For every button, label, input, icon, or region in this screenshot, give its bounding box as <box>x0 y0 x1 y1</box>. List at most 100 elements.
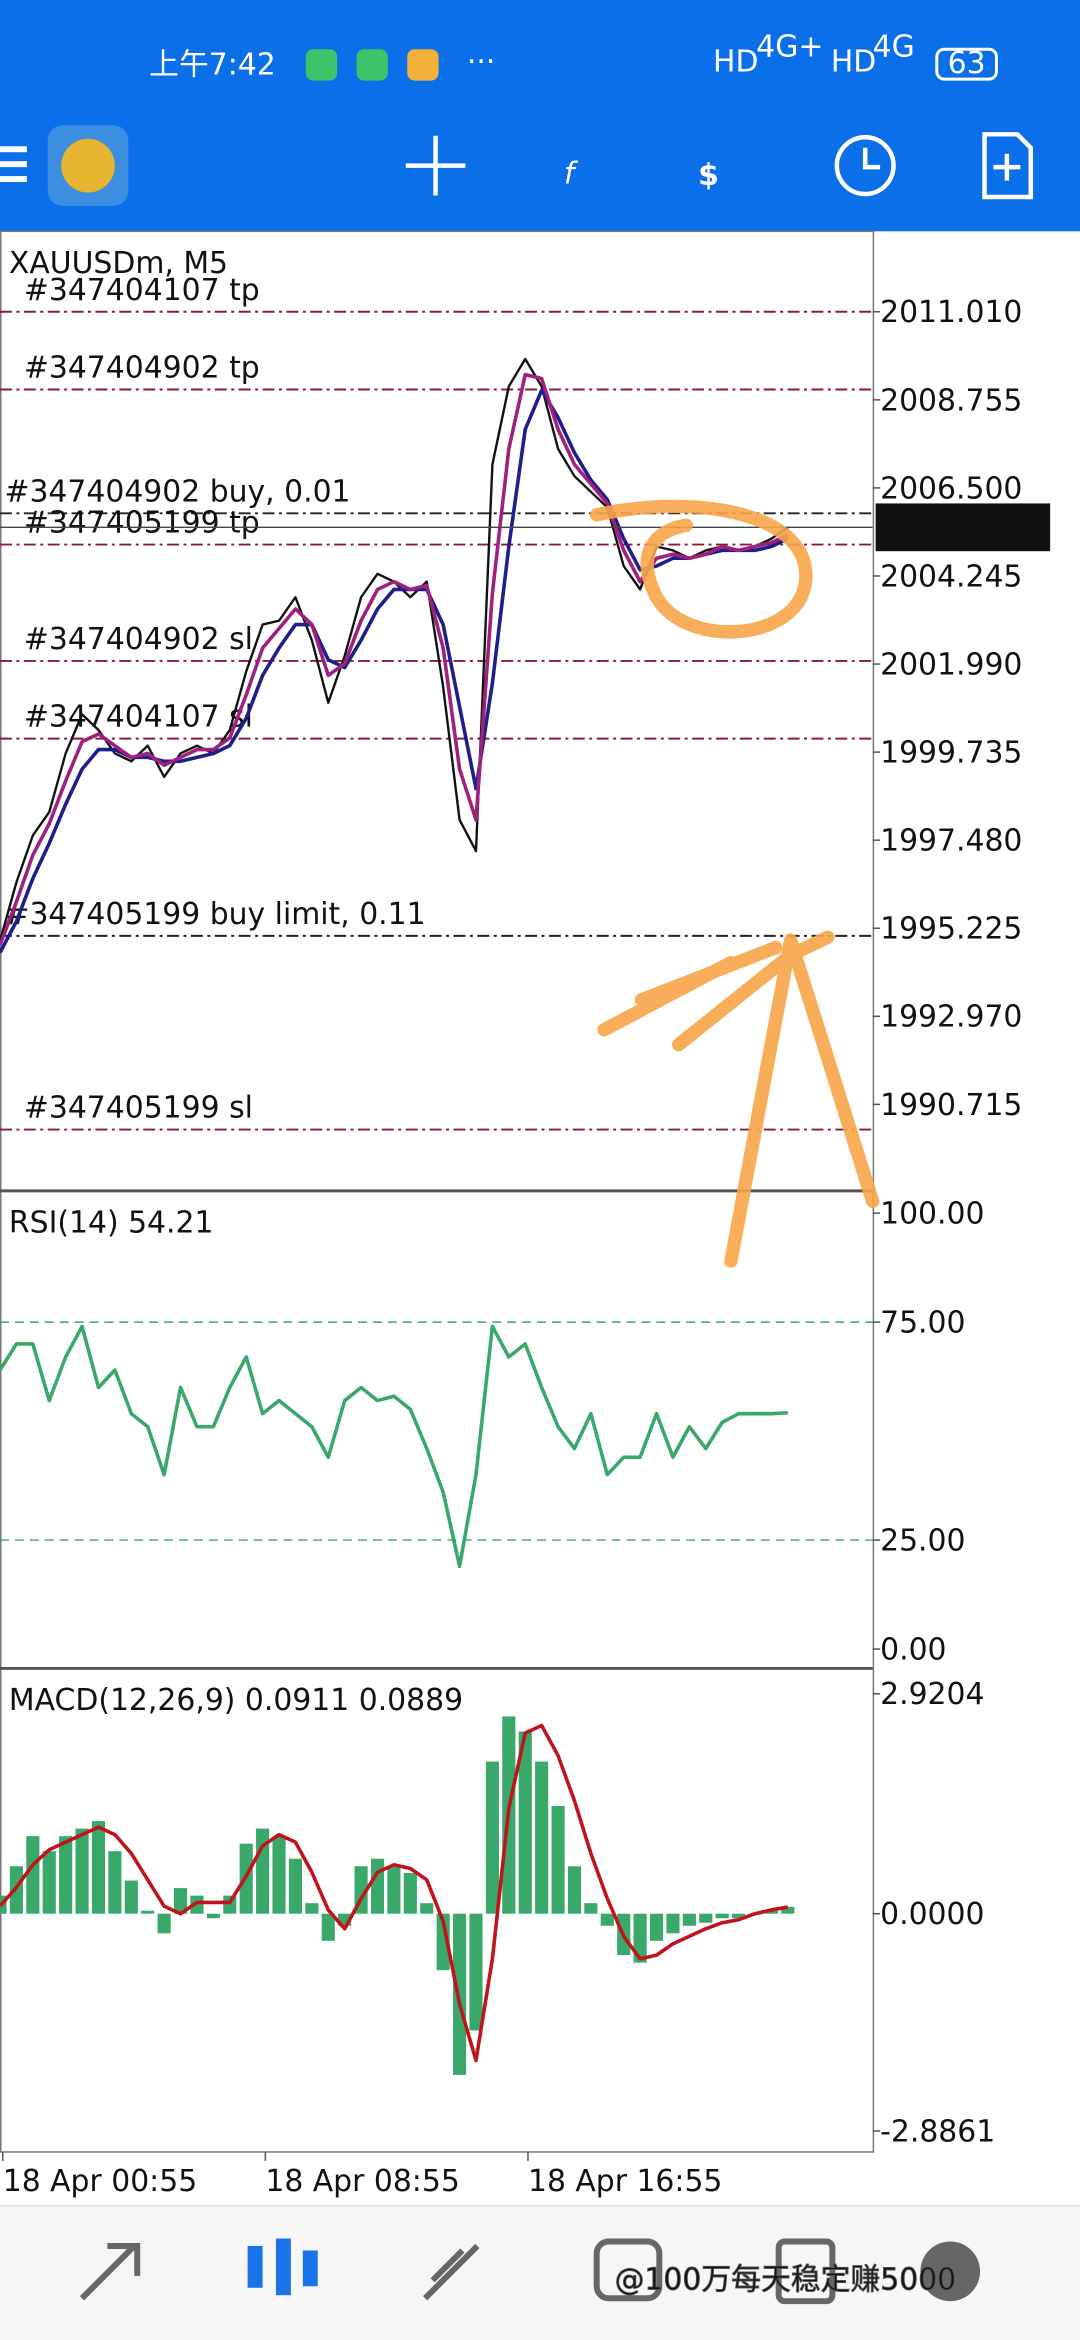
histogram-bar <box>370 1858 385 1914</box>
y-tick-label: 1990.715 <box>880 1088 1022 1123</box>
app-icon <box>305 49 338 81</box>
app-icon <box>407 49 439 81</box>
panel-title: RSI(14) 54.21 <box>9 1206 214 1241</box>
crosshair-icon[interactable] <box>405 135 466 196</box>
network: 4G <box>873 30 915 65</box>
bottom-nav <box>0 2205 1080 2340</box>
histogram-bar <box>91 1821 106 1914</box>
histogram-bar <box>403 1873 417 1914</box>
battery-level: 63 <box>948 46 986 81</box>
hand-annotation <box>589 499 880 1268</box>
order-label: #347404902 tp <box>24 351 260 386</box>
histogram-bar <box>584 1903 598 1914</box>
y-tick-label: 0.00 <box>880 1632 946 1667</box>
price-box <box>875 503 1051 552</box>
more-dots: ··· <box>467 45 495 80</box>
histogram-bar <box>535 1761 549 1914</box>
hd-badge: HD <box>831 45 876 80</box>
histogram-bar <box>781 1906 795 1914</box>
y-tick-label: 2001.990 <box>880 647 1022 682</box>
order-label: #347405199 buy limit, 0.11 <box>4 897 425 932</box>
histogram-bar <box>75 1828 89 1914</box>
y-tick-label: 1997.480 <box>880 824 1022 859</box>
order-label: #347405199 sl <box>24 1091 253 1126</box>
histogram-bar <box>272 1836 286 1914</box>
histogram-bar <box>485 1761 499 1914</box>
histogram-bar <box>305 1903 319 1914</box>
logo-mark <box>61 138 115 193</box>
histogram-bar <box>124 1880 138 1914</box>
chart-tab[interactable] <box>247 2238 318 2296</box>
y-tick-label: 25.00 <box>880 1524 965 1559</box>
histogram-bar <box>633 1913 647 1963</box>
history-tab[interactable] <box>593 2238 663 2302</box>
histogram-bar <box>682 1913 696 1926</box>
histogram-bar <box>387 1866 401 1914</box>
indicator-line <box>0 1723 789 2063</box>
watermark: @100万每天稳定赚5000 <box>615 2262 957 2297</box>
new-order-icon[interactable] <box>982 132 1034 200</box>
trade-tab[interactable] <box>423 2243 480 2301</box>
histogram-bar <box>715 1913 729 1919</box>
histogram-bar <box>453 1913 467 2075</box>
histogram-bar <box>420 1903 434 1914</box>
order-label: #347404107 tp <box>24 273 260 308</box>
order-label: #347404902 sl <box>24 622 253 657</box>
histogram-bar <box>321 1913 335 1941</box>
y-tick-label: 100.00 <box>880 1197 984 1232</box>
histogram-bar <box>764 1910 779 1914</box>
histogram-bar <box>551 1806 565 1914</box>
history-icon[interactable] <box>834 135 896 197</box>
histogram-bar <box>699 1913 713 1923</box>
y-tick-label: 2011.010 <box>880 295 1022 330</box>
y-tick-label: 2.9204 <box>880 1677 984 1712</box>
news-tab[interactable] <box>775 2238 836 2305</box>
histogram-bar <box>518 1731 532 1914</box>
y-tick-label: 2004.245 <box>880 559 1022 594</box>
quotes-tab[interactable] <box>79 2242 141 2301</box>
order-label: #347404902 buy, 0.01 <box>4 474 350 509</box>
histogram-bar <box>732 1913 746 1919</box>
histogram-bar <box>190 1895 204 1914</box>
y-tick-label: 2006.500 <box>880 471 1022 506</box>
histogram-bar <box>288 1858 303 1914</box>
indicator-line <box>0 1324 788 1569</box>
messages-tab[interactable] <box>920 2241 981 2302</box>
y-tick-label: 1999.735 <box>880 736 1022 771</box>
histogram-bar <box>108 1851 122 1914</box>
price-box-label: 2005.491 <box>888 512 1030 547</box>
header-bg <box>0 0 1080 232</box>
y-tick-label: 0.0000 <box>880 1897 984 1932</box>
plot-layer: XAUUSDm, M5 2011.010 2008.755 2006.500 2004.… <box>0 246 1051 2199</box>
histogram-bar <box>26 1836 40 1914</box>
order-label: #347404107 sl <box>24 700 253 735</box>
histogram-bar <box>42 1851 56 1914</box>
menu-icon[interactable] <box>0 146 27 183</box>
y-tick-label: 1995.225 <box>880 912 1022 947</box>
trade-icon[interactable]: $ <box>698 158 719 193</box>
y-tick-label: 1992.970 <box>880 1000 1022 1035</box>
histogram-bar <box>600 1913 614 1926</box>
indicator-line <box>0 372 789 946</box>
clock: 上午7:42 <box>149 48 276 83</box>
y-tick-label: 2008.755 <box>880 383 1022 418</box>
network: 4G+ <box>756 30 823 65</box>
x-tick-label: 18 Apr 00:55 <box>3 2164 197 2199</box>
y-tick-label: 75.00 <box>880 1306 965 1341</box>
panel-title: XAUUSDm, M5 <box>9 246 228 281</box>
x-tick-label: 18 Apr 08:55 <box>265 2164 459 2199</box>
battery <box>935 47 998 81</box>
histogram-bar <box>666 1913 680 1934</box>
histogram-bar <box>157 1913 171 1934</box>
histogram-bar <box>206 1913 220 1919</box>
histogram-bar <box>649 1913 664 1941</box>
histogram-bar <box>469 1913 483 2031</box>
histogram-bar <box>173 1888 188 1914</box>
x-tick-label: 18 Apr 16:55 <box>528 2164 722 2199</box>
histogram-bar <box>59 1836 73 1914</box>
y-tick-label: -2.8861 <box>880 2114 995 2149</box>
histogram-bar <box>436 1913 450 1971</box>
panel-title: MACD(12,26,9) 0.0911 0.0889 <box>9 1683 463 1718</box>
app-icon <box>356 49 388 81</box>
histogram-bar <box>567 1866 582 1914</box>
